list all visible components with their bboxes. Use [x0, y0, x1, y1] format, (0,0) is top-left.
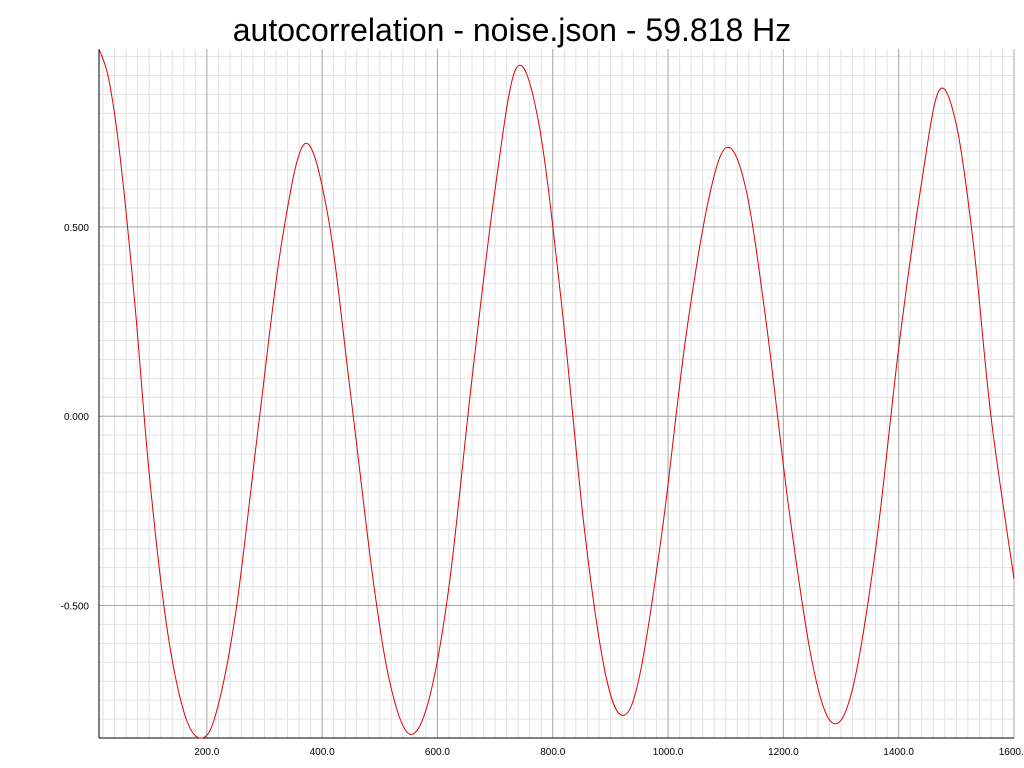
x-tick-label: 1400.0 [883, 747, 914, 758]
x-tick-label: 200.0 [194, 747, 219, 758]
chart-title: autocorrelation - noise.json - 59.818 Hz [232, 12, 792, 48]
major-grid [99, 49, 1015, 738]
axes [98, 49, 1014, 739]
y-tick-label: -0.500 [61, 602, 90, 613]
x-tick-label: 1000.0 [653, 747, 684, 758]
autocorrelation-series-line [98, 48, 1015, 739]
x-tick-label: 400.0 [310, 747, 335, 758]
x-axis-ticks: 200.0 400.0 600.0 800.0 1000.0 1200.0 1400.0 16… [194, 747, 1024, 758]
y-tick-label: 0.500 [64, 223, 89, 234]
x-tick-label: 1200.0 [768, 747, 799, 758]
y-axis-ticks: 0.500 0.000 -0.500 [61, 223, 90, 613]
x-tick-label: 1600.0 [999, 747, 1024, 758]
y-tick-label: 0.000 [64, 412, 89, 423]
x-tick-label: 600.0 [425, 747, 450, 758]
x-tick-label: 800.0 [540, 747, 565, 758]
plot-area [99, 49, 1014, 738]
series-group [98, 48, 1015, 739]
